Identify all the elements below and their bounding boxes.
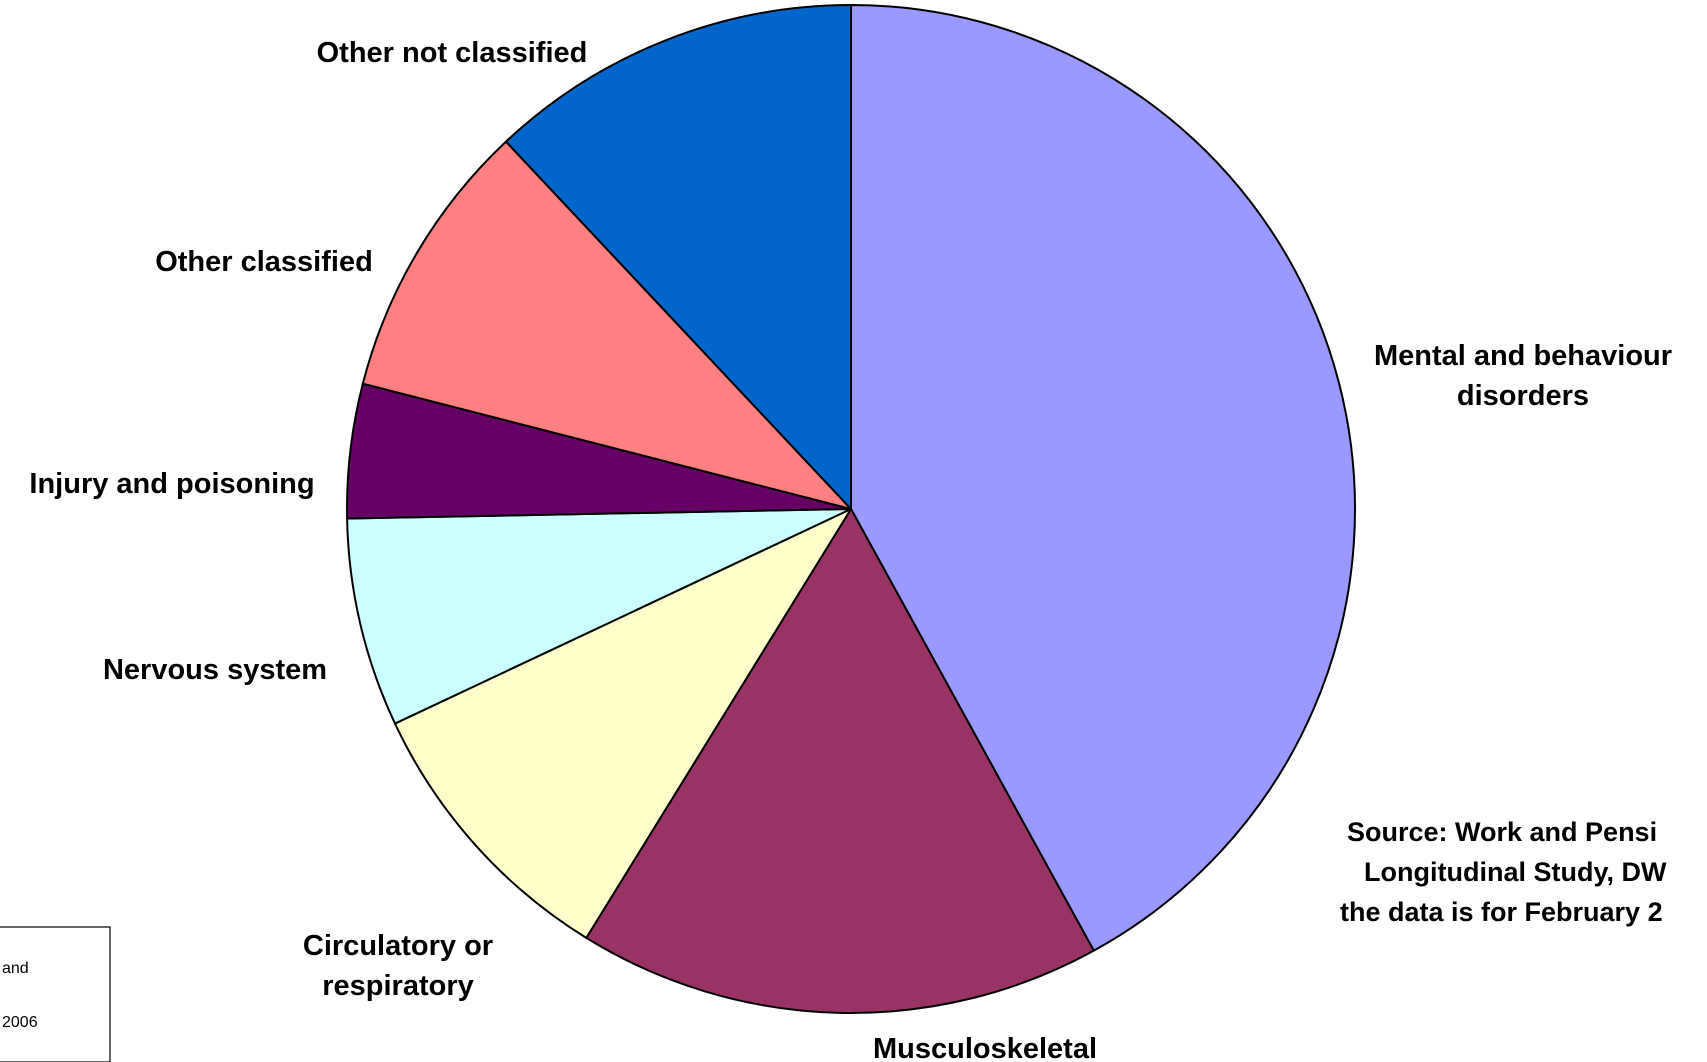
source-line-3: the data is for February 2 (1340, 897, 1663, 927)
slice-mental-and-behaviour-disorders (850, 4, 1356, 952)
note-box-text: and 2006 (2, 960, 38, 1031)
slice-other-classified (361, 140, 852, 510)
label-other-classified: Other classified (155, 246, 373, 278)
source-annotation: Source: Work and Pensi Longitudinal Study… (1340, 817, 1667, 927)
slice-labels: Mental and behaviour disorders Musculoskel… (29, 37, 1672, 1062)
label-injury-and-poisoning: Injury and poisoning (29, 468, 314, 500)
source-line-1: Source: Work and Pensi (1347, 817, 1657, 847)
label-circulatory-or-respiratory: Circulatory or respiratory (303, 930, 493, 1002)
label-nervous-system: Nervous system (103, 654, 327, 686)
label-musculoskeletal: Musculoskeletal (873, 1033, 1097, 1062)
note-box (0, 926, 111, 1062)
source-line-2: Longitudinal Study, DW (1364, 857, 1667, 887)
label-other-not-classified: Other not classified (317, 37, 588, 69)
pie-slices (346, 4, 1356, 1014)
note-line-1: and (2, 960, 29, 977)
slice-nervous-system (346, 508, 852, 725)
slice-musculoskeletal (585, 508, 1095, 1014)
slice-circulatory-or-respiratory (393, 508, 852, 939)
note-line-2: 2006 (2, 1014, 38, 1031)
slice-other-not-classified (504, 4, 852, 510)
label-mental-and-behaviour-disorders: Mental and behaviour disorders (1374, 340, 1672, 412)
